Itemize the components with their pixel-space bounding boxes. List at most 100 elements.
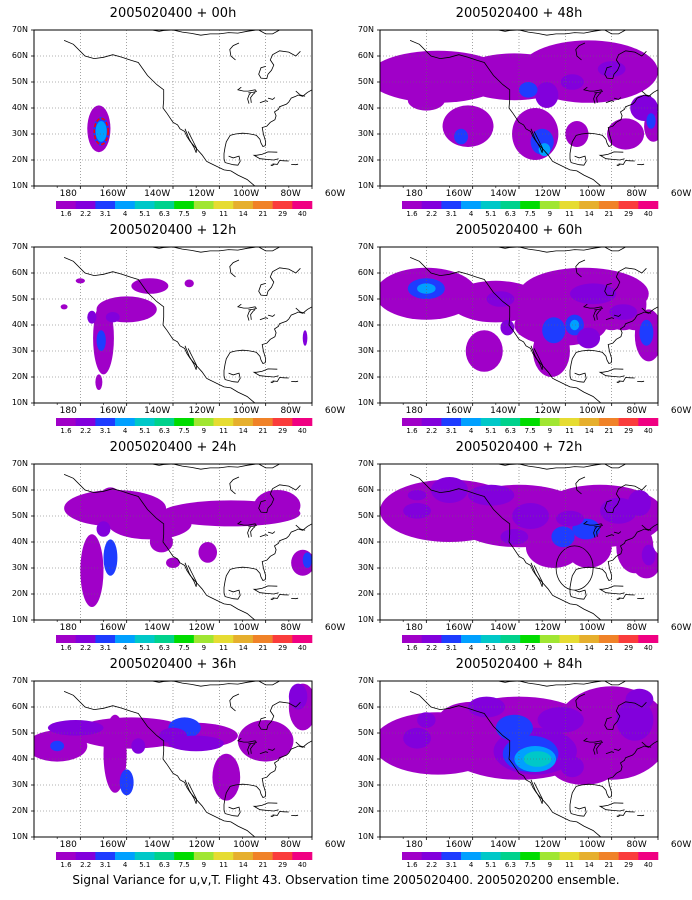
variance-contour <box>442 105 494 147</box>
variance-contour <box>641 544 656 566</box>
colorbar-swatch <box>292 852 313 860</box>
colorbar-label: 29 <box>624 644 634 652</box>
coastline <box>637 163 645 166</box>
colorbar-swatch <box>233 635 254 643</box>
coastline <box>613 97 622 100</box>
latitude-label: 50N <box>357 294 374 303</box>
coastline <box>184 345 198 370</box>
colorbar-label: 4 <box>122 861 128 869</box>
colorbar-label: 9 <box>547 210 553 218</box>
coastline <box>295 524 306 531</box>
colorbar-swatch <box>252 635 273 643</box>
variance-contour <box>166 557 180 568</box>
colorbar-swatch <box>480 418 501 426</box>
latitude-label: 60N <box>357 485 374 494</box>
coastline <box>259 317 269 321</box>
coastline <box>63 474 256 620</box>
colorbar-label: 6.3 <box>158 210 171 218</box>
variance-map <box>377 246 659 426</box>
longitude-label: 60W <box>324 840 346 850</box>
coastline <box>593 309 597 321</box>
colorbar-swatch <box>174 418 195 426</box>
longitude-label: 60W <box>324 623 346 633</box>
latitude-label: 20N <box>11 589 28 598</box>
map-panel-24h: 2005020400 + 24h 10N 20N 30N 40N 50N 60N 70N 180… <box>0 434 346 652</box>
latitude-label: 30N <box>357 563 374 572</box>
colorbar-label: 40 <box>643 427 653 435</box>
coastline <box>582 86 604 94</box>
colorbar-label: 2.2 <box>80 427 92 435</box>
variance-contour <box>237 720 294 762</box>
coastline <box>641 524 652 531</box>
longitude-label: 60W <box>670 840 692 850</box>
latitude-label: 20N <box>11 155 28 164</box>
coastline <box>250 92 256 103</box>
coastline <box>229 476 240 495</box>
variance-contour <box>542 317 566 344</box>
latitude-label: 20N <box>11 372 28 381</box>
latitude-label: 60N <box>357 51 374 60</box>
coastline <box>184 562 198 587</box>
colorbar-label: 6.3 <box>504 644 517 652</box>
coastline <box>229 259 240 278</box>
variance-contour <box>87 310 97 324</box>
colorbar-swatch <box>598 418 619 426</box>
coastline <box>272 160 289 165</box>
colorbar-label: 40 <box>297 644 307 652</box>
coastline <box>641 307 652 314</box>
latitude-label: 10N <box>357 181 374 190</box>
coastline <box>530 345 544 370</box>
coastline <box>267 314 276 317</box>
longitude-label: 160W <box>445 406 472 416</box>
latitude-label: 20N <box>357 372 374 381</box>
variance-contour <box>468 484 515 506</box>
variance-contour <box>565 121 589 147</box>
coastline <box>605 317 615 321</box>
longitude-label: 140W <box>144 406 171 416</box>
latitude-label: 60N <box>357 702 374 711</box>
latitude-label: 60N <box>11 485 28 494</box>
latitude-label: 30N <box>357 129 374 138</box>
coastline <box>270 815 275 818</box>
colorbar-label: 21 <box>604 644 614 652</box>
colorbar-label: 2.2 <box>426 210 438 218</box>
latitude-label: 70N <box>357 242 374 251</box>
coastline <box>582 303 604 311</box>
colorbar-swatch <box>154 635 175 643</box>
colorbar-swatch <box>539 635 560 643</box>
longitude-label: 120W <box>534 189 561 199</box>
coastline <box>598 368 625 378</box>
coastline <box>618 811 635 816</box>
latitude-label: 50N <box>357 77 374 86</box>
coastline <box>152 681 257 687</box>
longitude-label: 80W <box>626 623 647 633</box>
colorbar-label: 2.2 <box>80 861 92 869</box>
coastline <box>593 92 597 104</box>
coastline <box>291 380 299 383</box>
colorbar-label: 11 <box>565 644 574 652</box>
colorbar-label: 4 <box>468 644 474 652</box>
colorbar-label: 11 <box>219 861 228 869</box>
coastline <box>247 92 251 104</box>
coastline <box>259 534 269 538</box>
coastline <box>409 691 602 837</box>
latitude-label: 70N <box>11 25 28 34</box>
colorbar-label: 7.5 <box>524 861 536 869</box>
latitude-label: 30N <box>357 346 374 355</box>
longitude-label: 140W <box>490 189 517 199</box>
variance-contour <box>96 296 157 323</box>
longitude-label: 60W <box>670 623 692 633</box>
variance-contour <box>468 696 506 718</box>
variance-contour <box>119 769 134 796</box>
variance-map <box>377 463 659 643</box>
colorbar-swatch <box>441 852 462 860</box>
coastline <box>613 531 622 534</box>
coastline <box>596 526 602 537</box>
coastline <box>252 368 279 378</box>
variance-contour <box>607 118 645 150</box>
coastline <box>236 86 258 94</box>
colorbar-label: 3.1 <box>445 427 457 435</box>
colorbar-label: 2.2 <box>80 210 92 218</box>
coastline <box>593 526 597 538</box>
colorbar-label: 7.5 <box>524 210 536 218</box>
